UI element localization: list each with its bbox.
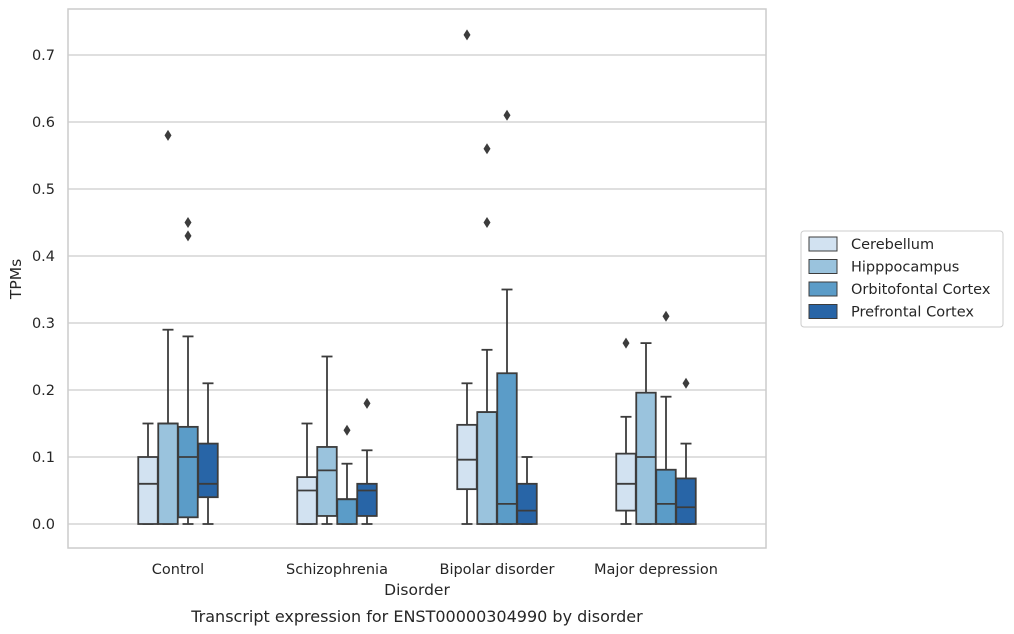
chart-caption: Transcript expression for ENST0000030499… [190, 607, 643, 626]
legend: Cerebellum Hipppocampus Orbitofontal Corte… [800, 230, 1004, 328]
outlier-point [184, 217, 192, 228]
box-0-3 [197, 382, 219, 525]
box-body [137, 456, 159, 525]
box-body [316, 446, 338, 517]
outlier-point [164, 129, 172, 141]
box-body [615, 452, 637, 512]
y-tick-label: 0.3 [32, 316, 55, 332]
box-body [635, 391, 657, 525]
box-body [675, 477, 697, 525]
outlier-point [343, 424, 351, 436]
y-axis-label: TPMs [7, 259, 25, 300]
box-2-3 [516, 456, 538, 525]
box-body [157, 422, 179, 525]
box-body [197, 442, 219, 499]
box-1-1 [316, 355, 338, 525]
legend-label: Cerebellum [851, 237, 934, 253]
box-body [496, 372, 518, 525]
y-tick-labels: 0.0 0.1 0.2 0.3 0.4 0.5 0.6 0.7 [32, 48, 55, 533]
plot-marks [137, 29, 697, 525]
legend-swatch [808, 304, 838, 319]
box-3-1 [635, 342, 657, 525]
box-body [296, 476, 318, 525]
y-tick-label: 0.5 [32, 182, 55, 198]
outlier-point [682, 377, 690, 389]
box-body [456, 423, 478, 491]
legend-swatch [808, 236, 838, 252]
box-body [516, 482, 538, 525]
outlier-point [662, 310, 670, 322]
box-3-3 [675, 377, 697, 525]
box-body [177, 425, 199, 519]
y-tick-label: 0.4 [32, 249, 55, 265]
x-axis-label: Disorder [384, 581, 450, 599]
y-tick-label: 0.2 [32, 383, 55, 399]
box-body [356, 482, 378, 517]
legend-label: Prefrontal Cortex [851, 305, 974, 321]
outlier-point [184, 230, 192, 242]
x-tick-label: Major depression [594, 562, 718, 578]
box-0-0 [137, 422, 159, 525]
box-body [336, 498, 358, 525]
x-tick-label: Bipolar disorder [440, 562, 555, 578]
legend-swatch [808, 281, 838, 297]
box-body [655, 468, 677, 525]
legend-frame [800, 230, 1004, 328]
x-tick-labels: Control Schizophrenia Bipolar disorder Majo… [152, 562, 718, 578]
plot-frame [67, 8, 767, 549]
legend-label: Orbitofontal Cortex [851, 282, 991, 298]
outlier-point [622, 337, 630, 349]
box-0-2 [177, 217, 199, 525]
legend-label: Hipppocampus [851, 260, 959, 276]
y-tick-label: 0.0 [32, 517, 55, 533]
y-tick-label: 0.7 [32, 48, 55, 64]
legend-swatch [808, 259, 838, 274]
outlier-point [363, 397, 371, 409]
y-tick-label: 0.6 [32, 115, 55, 131]
y-tick-label: 0.1 [32, 450, 55, 466]
outlier-point [463, 29, 471, 41]
x-tick-label: Control [152, 562, 204, 578]
x-tick-label: Schizophrenia [286, 562, 388, 578]
box-body [476, 411, 498, 525]
box-1-3 [356, 397, 378, 525]
box-2-2 [496, 109, 518, 525]
outlier-point [483, 217, 491, 228]
outlier-point [483, 143, 491, 155]
outlier-point [503, 109, 511, 121]
box-2-0 [456, 29, 478, 525]
